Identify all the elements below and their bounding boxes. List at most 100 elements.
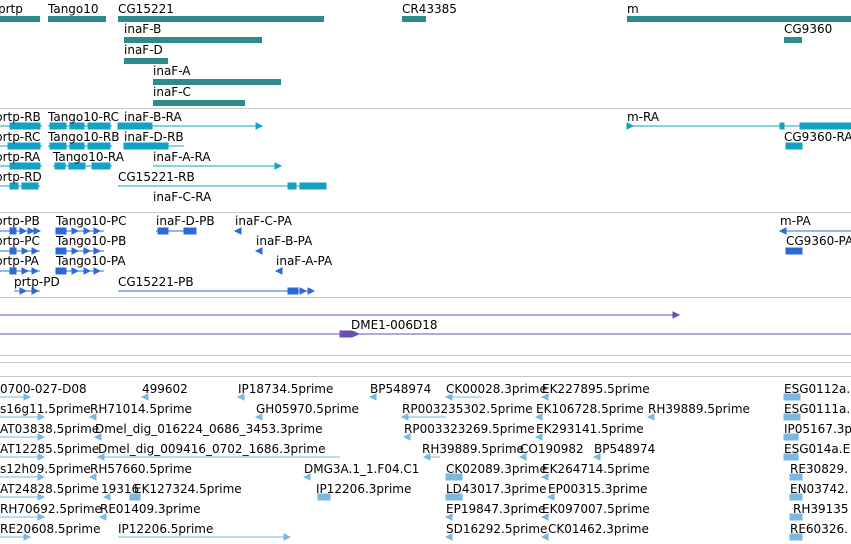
transcript-label[interactable]: CG9360-RA <box>784 130 851 144</box>
est-label[interactable]: RH39889.5prime <box>422 442 524 456</box>
est-label[interactable]: GH05970.5prime <box>256 402 359 416</box>
transcript-label[interactable]: prtp-RB <box>0 110 41 124</box>
gene-feature-tango10[interactable] <box>48 16 106 22</box>
est-label[interactable]: EK097007.5prime <box>542 502 650 516</box>
transcript-label[interactable]: Tango10-RA <box>53 150 124 164</box>
est-label[interactable]: RH39889.5prime <box>648 402 750 416</box>
est-label[interactable]: Dmel_dig_009416_0702_1686.3prime <box>98 442 326 456</box>
track-divider <box>0 297 851 298</box>
est-label[interactable]: IP12206.3prime <box>316 482 412 496</box>
protein-label[interactable]: m-PA <box>780 214 811 228</box>
est-label[interactable]: CK01462.3prime <box>548 522 649 536</box>
est-label[interactable]: BP548974 <box>370 382 432 396</box>
est-label[interactable]: RH70692.5prime <box>0 502 102 516</box>
est-label[interactable]: AT24828.5prime <box>0 482 100 496</box>
transcript-label[interactable]: prtp-RA <box>0 150 41 164</box>
est-label[interactable]: AT03838.5prime <box>0 422 100 436</box>
transcript-label[interactable]: inaF-C-RA <box>153 190 212 204</box>
track-divider <box>0 362 851 363</box>
est-label[interactable]: RH39135 <box>793 502 849 516</box>
est-label[interactable]: EK264714.5prime <box>542 462 650 476</box>
gene-feature-inaf-a[interactable] <box>153 79 281 85</box>
est-label[interactable]: RE20608.5prime <box>0 522 101 536</box>
est-label[interactable]: IP18734.5prime <box>238 382 334 396</box>
gene-feature-inaf-b[interactable] <box>124 37 262 43</box>
transcript-label[interactable]: m-RA <box>627 110 660 124</box>
est-label[interactable]: EK106728.5prime <box>536 402 644 416</box>
est-label[interactable]: 499602 <box>142 382 188 396</box>
protein-label[interactable]: inaF-D-PB <box>156 214 215 228</box>
transcript-label[interactable]: CG15221-RB <box>118 170 195 184</box>
est-label[interactable]: 19316 <box>101 482 140 496</box>
est-label[interactable]: EN03742. <box>790 482 849 496</box>
est-label[interactable]: RP003235302.5prime <box>402 402 533 416</box>
track-divider <box>0 108 851 109</box>
transcript-label[interactable]: inaF-A-RA <box>153 150 211 164</box>
est-label[interactable]: RH71014.5prime <box>90 402 192 416</box>
gene-feature-cr43385[interactable] <box>402 16 426 22</box>
est-label[interactable]: s12h09.5prime <box>0 462 91 476</box>
est-label[interactable]: CO190982 <box>520 442 584 456</box>
est-label[interactable]: RE01409.3prime <box>100 502 201 516</box>
est-label[interactable]: CK02089.3prime <box>446 462 547 476</box>
est-label[interactable]: LD43017.3prime <box>446 482 547 496</box>
est-label[interactable]: AT12285.5prime <box>0 442 100 456</box>
transcript-glyphs <box>0 122 851 190</box>
gene-feature-cg9360[interactable] <box>784 37 802 43</box>
est-label[interactable]: EP19847.3prime <box>446 502 546 516</box>
est-label[interactable]: RE30829. <box>790 462 848 476</box>
est-label[interactable]: EK293141.5prime <box>536 422 644 436</box>
protein-label[interactable]: Tango10-PA <box>56 254 126 268</box>
protein-label[interactable]: prtp-PB <box>0 214 40 228</box>
protein-label[interactable]: prtp-PC <box>0 234 40 248</box>
protein-glyphs <box>0 227 851 295</box>
est-label[interactable]: DMG3A.1_1.F04.C1 <box>304 462 420 476</box>
gene-label: Tango10 <box>48 2 99 16</box>
transcript-label[interactable]: prtp-RD <box>0 170 42 184</box>
est-label[interactable]: IP12206.5prime <box>118 522 214 536</box>
est-label[interactable]: RE60326. <box>790 522 848 536</box>
est-label[interactable]: 0700-027-D08 <box>0 382 87 396</box>
est-label[interactable]: ESG0112a.I <box>784 382 851 396</box>
est-label[interactable]: RP003323269.5prime <box>404 422 535 436</box>
transcript-label[interactable]: inaF-B-RA <box>124 110 182 124</box>
gene-label: inaF-A <box>153 64 191 78</box>
gene-label: inaF-C <box>153 85 191 99</box>
est-label[interactable]: ESG014a.E <box>784 442 851 456</box>
est-label[interactable]: EK127324.5prime <box>134 482 242 496</box>
transcript-label[interactable]: Tango10-RC <box>48 110 119 124</box>
protein-label[interactable]: Tango10-PC <box>56 214 127 228</box>
est-label[interactable]: s16g11.5prime <box>0 402 91 416</box>
protein-label[interactable]: inaF-B-PA <box>256 234 313 248</box>
est-label[interactable]: BP548974 <box>594 442 656 456</box>
protein-label[interactable]: CG15221-PB <box>118 275 194 289</box>
est-label[interactable]: RH57660.5prime <box>90 462 192 476</box>
protein-label[interactable]: inaF-A-PA <box>276 254 333 268</box>
transcript-label[interactable]: inaF-D-RB <box>124 130 184 144</box>
transcript-label[interactable]: prtp-RC <box>0 130 41 144</box>
protein-label[interactable]: CG9360-PA <box>786 234 851 248</box>
gene-feature-cg15221[interactable] <box>118 16 324 22</box>
protein-label[interactable]: Tango10-PB <box>56 234 127 248</box>
est-label[interactable]: CK00028.3prime <box>446 382 547 396</box>
est-label[interactable]: IP05167.3p <box>784 422 851 436</box>
est-label[interactable]: Dmel_dig_016224_0686_3453.3prime <box>95 422 323 436</box>
gene-label: inaF-D <box>124 43 163 57</box>
transcript-label[interactable]: Tango10-RB <box>48 130 120 144</box>
protein-label[interactable]: prtp-PD <box>14 275 60 289</box>
est-label[interactable]: ESG0111a.I <box>784 402 851 416</box>
gene-feature-inaf-d[interactable] <box>124 58 168 64</box>
gene-feature-inaf-c[interactable] <box>153 100 245 106</box>
track-divider <box>0 355 851 356</box>
est-label[interactable]: SD16292.5prime <box>446 522 548 536</box>
est-label[interactable]: EP00315.3prime <box>548 482 648 496</box>
est-label[interactable]: EK227895.5prime <box>542 382 650 396</box>
track-divider <box>0 376 851 377</box>
gene-feature-m[interactable] <box>627 16 851 22</box>
protein-label[interactable]: inaF-C-PA <box>235 214 292 228</box>
protein-label[interactable]: prtp-PA <box>0 254 39 268</box>
gene-feature-prtp[interactable] <box>0 16 40 22</box>
clone-label[interactable]: DME1-006D18 <box>351 318 438 332</box>
